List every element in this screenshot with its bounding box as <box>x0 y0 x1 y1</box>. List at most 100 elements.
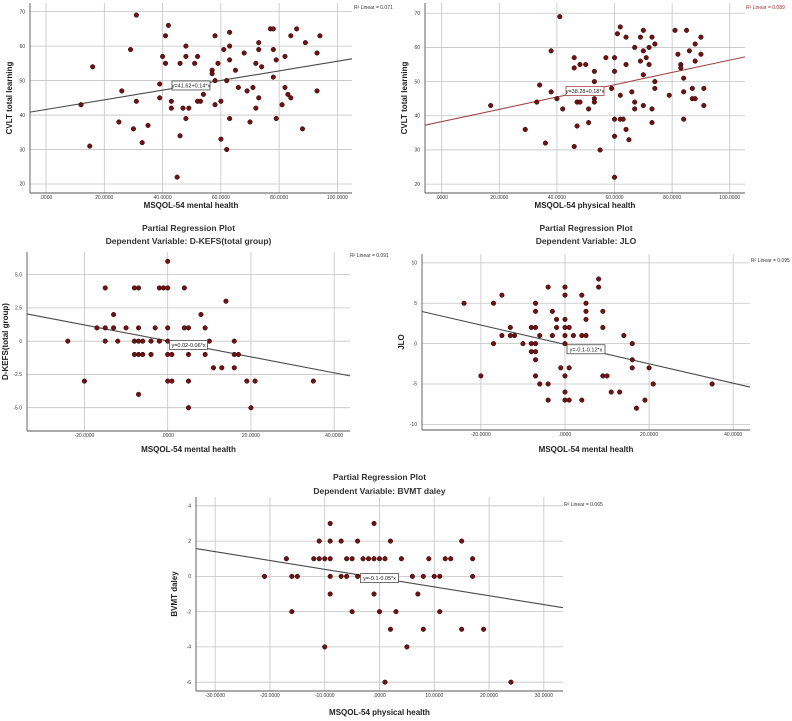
data-point <box>646 365 652 371</box>
data-point <box>322 644 328 650</box>
data-point <box>314 88 320 94</box>
data-point <box>542 140 548 146</box>
data-point <box>162 33 169 39</box>
y-tick-label: -5.0 <box>13 405 22 411</box>
data-point <box>241 50 247 56</box>
regression-equation: y=-0.1-0.12*x <box>570 347 603 353</box>
data-point <box>327 573 333 579</box>
data-point <box>632 99 638 105</box>
data-point <box>212 33 218 39</box>
data-point <box>183 115 189 122</box>
data-point <box>571 55 577 61</box>
data-point <box>231 365 237 371</box>
y-tick-label: -5 <box>413 382 418 388</box>
data-point <box>376 556 383 562</box>
x-tick-label: 40.0000 <box>154 195 172 201</box>
data-point <box>586 106 592 112</box>
data-point <box>148 351 154 358</box>
data-point <box>285 91 291 97</box>
data-point <box>115 338 121 344</box>
x-tick-label: 60.0000 <box>212 195 230 201</box>
data-point <box>583 61 589 68</box>
data-point <box>632 106 638 112</box>
data-point <box>681 89 687 95</box>
data-point <box>520 341 526 347</box>
data-point <box>183 53 189 59</box>
y-tick-label: 60 <box>414 45 420 51</box>
data-point <box>221 47 227 53</box>
data-point <box>227 115 233 122</box>
data-point <box>181 285 187 291</box>
r-squared-label: R² Linear = 0.091 <box>350 253 389 259</box>
y-tick-label: 0 <box>414 341 417 347</box>
y-tick-label: 50 <box>19 78 25 84</box>
data-point <box>130 126 136 132</box>
data-point <box>256 47 262 53</box>
data-point <box>698 51 704 57</box>
data-point <box>165 258 171 264</box>
data-point <box>566 397 572 403</box>
chart-2: .0000 20.0000 40.0000 60.0000 80.0000 100.000… <box>400 3 785 210</box>
data-point <box>603 55 609 61</box>
data-point <box>177 60 183 66</box>
data-point <box>102 338 108 344</box>
data-point <box>640 27 646 33</box>
data-point <box>317 33 323 39</box>
x-tick-label: 10.0000 <box>425 693 443 699</box>
data-point <box>165 325 171 331</box>
data-point <box>235 351 241 358</box>
data-point <box>162 60 169 66</box>
r-squared-label: R² Linear = 0.095 <box>751 258 790 264</box>
data-point <box>145 122 151 128</box>
data-point <box>219 365 225 371</box>
data-point <box>632 44 638 50</box>
data-point <box>338 538 344 544</box>
y-tick-label: 0 <box>188 574 191 580</box>
data-point <box>273 57 279 63</box>
data-point <box>294 26 300 32</box>
data-point <box>620 116 626 122</box>
r-squared-label: R² Linear = 0.071 <box>354 5 393 11</box>
y-tick-label: -6 <box>187 680 192 686</box>
data-point <box>562 316 568 322</box>
data-point <box>185 351 192 358</box>
data-point <box>570 332 576 339</box>
data-point <box>256 95 262 101</box>
data-point <box>554 96 560 102</box>
data-point <box>591 79 597 85</box>
data-point <box>591 68 597 74</box>
data-point <box>165 285 171 291</box>
data-point <box>102 325 108 331</box>
data-point <box>136 325 142 331</box>
y-tick-label: 10 <box>411 261 417 267</box>
regression-equation: y=38.28+0.18*x <box>566 89 605 95</box>
x-tick-label: -10.0000 <box>315 693 335 699</box>
equation-box <box>169 339 208 350</box>
data-point <box>252 378 258 384</box>
data-point <box>537 82 543 88</box>
data-point <box>111 325 117 331</box>
data-point <box>629 89 635 95</box>
data-point <box>643 55 649 61</box>
data-point <box>327 556 333 562</box>
data-point <box>623 34 629 40</box>
data-point <box>136 285 142 291</box>
data-point <box>562 284 568 290</box>
data-point <box>629 357 635 363</box>
y-tick-label: 30 <box>414 148 420 154</box>
data-point <box>371 556 377 562</box>
data-point <box>566 324 572 331</box>
y-tick-label: 2.5 <box>15 306 22 312</box>
data-point <box>562 292 568 298</box>
data-point <box>127 47 134 53</box>
data-point <box>183 43 189 49</box>
data-point <box>640 72 646 78</box>
x-tick-label: -20.0000 <box>471 432 491 438</box>
data-point <box>562 397 568 403</box>
data-point <box>604 373 610 379</box>
data-point <box>549 332 555 339</box>
data-point <box>549 308 555 314</box>
data-point <box>698 34 704 40</box>
y-tick-label: 0 <box>19 339 22 345</box>
equation-box <box>566 344 606 355</box>
